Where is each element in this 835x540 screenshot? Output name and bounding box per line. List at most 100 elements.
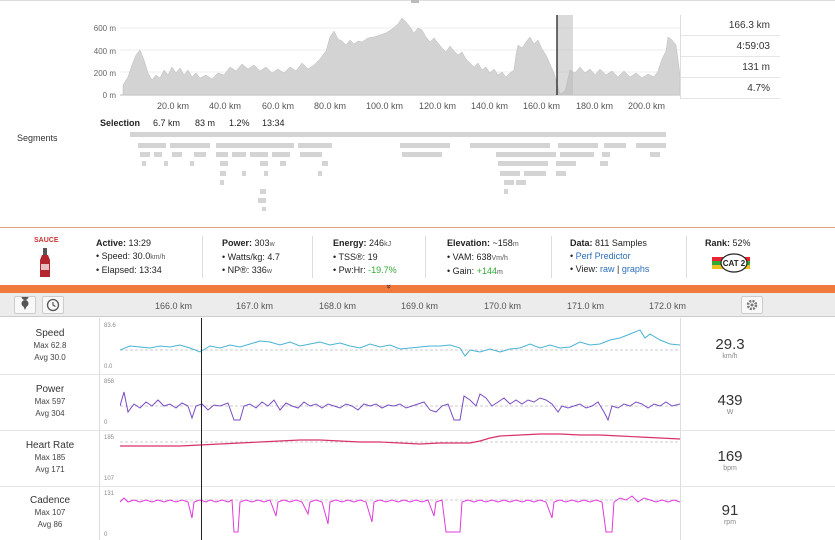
elev-xtick: 100.0 km xyxy=(366,101,404,111)
stat-elevation: 131 m xyxy=(681,57,780,78)
row-divider xyxy=(0,430,835,431)
elevation-stats: 166.3 km 4:59:03 131 m 4.7% xyxy=(680,15,780,99)
stream-right-border xyxy=(680,318,681,540)
stream-bottom-value: 0 xyxy=(104,420,108,426)
divider xyxy=(686,236,687,278)
vam-unit: Vm/h xyxy=(491,255,508,262)
selection-highlight xyxy=(557,15,573,95)
cadence-stream-chart[interactable] xyxy=(120,488,680,540)
hr-stream-chart[interactable] xyxy=(120,432,680,484)
stream-bottom-value: 107 xyxy=(104,476,115,482)
divider xyxy=(202,236,203,278)
stream-max: Max 597 xyxy=(34,397,66,406)
energy-unit: kJ xyxy=(384,241,392,248)
stream-bottom-value: 0 xyxy=(104,532,108,538)
data-value: 811 Samples xyxy=(595,238,647,248)
perf-predictor-link[interactable]: Perf Predictor xyxy=(575,251,631,261)
elevation-label: Elevation: xyxy=(447,238,491,248)
elev-xtick: 180.0 km xyxy=(576,101,614,111)
speed-unit: km/h xyxy=(150,254,166,261)
stream-top-value: 185 xyxy=(104,435,115,441)
stream-xtick: 170.0 km xyxy=(484,301,522,311)
stream-name: Power xyxy=(35,384,65,395)
view-label: View: xyxy=(575,264,598,274)
stream-xtick: 169.0 km xyxy=(401,301,439,311)
stream-cursor[interactable] xyxy=(201,318,202,540)
expand-bar[interactable]: » xyxy=(0,284,835,293)
stream-max: Max 107 xyxy=(34,508,66,517)
stream-unit: bpm xyxy=(723,465,737,472)
stream-current-value: 29.3 xyxy=(715,336,745,353)
pwhr-value: -19.7% xyxy=(368,265,397,275)
power-group: Power: 303w • Watts/kg: 4.7 • NP®: 336w xyxy=(222,238,280,275)
stream-top-value: 131 xyxy=(104,491,115,497)
hr-line xyxy=(120,433,680,447)
resize-handle[interactable] xyxy=(411,0,419,3)
stream-max: Max 62.8 xyxy=(33,341,67,350)
elev-ytick: 200 m xyxy=(93,69,116,78)
stream-unit: rpm xyxy=(723,519,737,526)
stream-current-value: 91 xyxy=(721,502,739,519)
elev-xtick: 200.0 km xyxy=(628,101,666,111)
power-label-block: Power Max 597 Avg 304 xyxy=(0,384,100,420)
pwhr-label: Pw:Hr: xyxy=(338,265,366,275)
selection-grade: 1.2% xyxy=(229,118,250,128)
data-group: Data: 811 Samples • Perf Predictor • Vie… xyxy=(570,238,650,274)
hr-label-block: Heart Rate Max 185 Avg 171 xyxy=(0,440,100,476)
speed-label-block: Speed Max 62.8 Avg 30.0 xyxy=(0,328,100,364)
power-line xyxy=(120,391,680,422)
view-graphs-link[interactable]: graphs xyxy=(621,264,650,274)
power-stream-chart[interactable] xyxy=(120,376,680,428)
rank-group: Rank: 52% xyxy=(705,237,751,250)
divider xyxy=(425,236,426,278)
stream-bottom-value: 0.0 xyxy=(104,364,113,370)
map-pin-button[interactable] xyxy=(14,293,36,314)
speed-line xyxy=(120,329,680,357)
sauce-bottle-icon xyxy=(40,248,50,277)
segments-bars[interactable] xyxy=(120,132,680,212)
expand-icon[interactable]: » xyxy=(384,284,394,289)
elev-xtick: 80.0 km xyxy=(314,101,347,111)
elevation-unit: m xyxy=(512,241,519,248)
time-toggle-button[interactable] xyxy=(42,296,64,314)
gain-value: +144 xyxy=(476,266,497,276)
stat-grade: 4.7% xyxy=(681,78,780,99)
rank-value: 52% xyxy=(732,238,751,248)
stream-unit: W xyxy=(726,409,734,416)
elev-ytick: 600 m xyxy=(93,24,116,33)
stream-avg: Avg 86 xyxy=(37,520,63,529)
elev-xtick: 120.0 km xyxy=(419,101,457,111)
watts-per-kg: Watts/kg: 4.7 xyxy=(227,252,280,262)
rank-badge-icon[interactable]: CAT 2 xyxy=(712,251,750,275)
power-current: 439 W xyxy=(680,392,780,416)
stream-max: Max 185 xyxy=(34,453,66,462)
elev-xtick: 40.0 km xyxy=(209,101,242,111)
sauce-summary: SAUCE Active: 13:29 • Speed: 30.0km/h • … xyxy=(0,227,835,285)
sauce-logo: SAUCE xyxy=(34,237,59,244)
stream-xtick: 171.0 km xyxy=(567,301,605,311)
elev-xtick: 20.0 km xyxy=(157,101,190,111)
energy-group: Energy: 246kJ • TSS®: 19 • Pw:Hr: -19.7% xyxy=(333,238,397,275)
selection-elevation: 83 m xyxy=(195,118,216,128)
elev-xtick: 140.0 km xyxy=(471,101,509,111)
energy-value: 246 xyxy=(369,238,385,248)
gain-label: Gain: xyxy=(452,266,475,276)
elevation-group: Elevation: ~158m • VAM: 638Vm/h • Gain: … xyxy=(447,238,519,276)
np-unit: w xyxy=(266,268,272,275)
elevation-chart[interactable] xyxy=(120,15,680,99)
settings-button[interactable] xyxy=(741,296,763,314)
stream-name: Speed xyxy=(35,328,65,339)
speed-stream-chart[interactable] xyxy=(120,320,680,372)
tss: TSS®: 19 xyxy=(338,252,378,262)
hr-current: 169 bpm xyxy=(680,448,780,472)
view-raw-link[interactable]: raw xyxy=(600,264,615,274)
stream-xtick: 168.0 km xyxy=(319,301,357,311)
stream-avg: Avg 304 xyxy=(35,409,65,418)
divider xyxy=(551,236,552,278)
stream-avg: Avg 171 xyxy=(35,465,65,474)
stream-toolbar: 166.0 km 167.0 km 168.0 km 169.0 km 170.… xyxy=(0,293,835,317)
selection-distance: 6.7 km xyxy=(153,118,181,128)
selection-label: Selection xyxy=(100,118,141,128)
rank-label: Rank: xyxy=(705,238,731,248)
